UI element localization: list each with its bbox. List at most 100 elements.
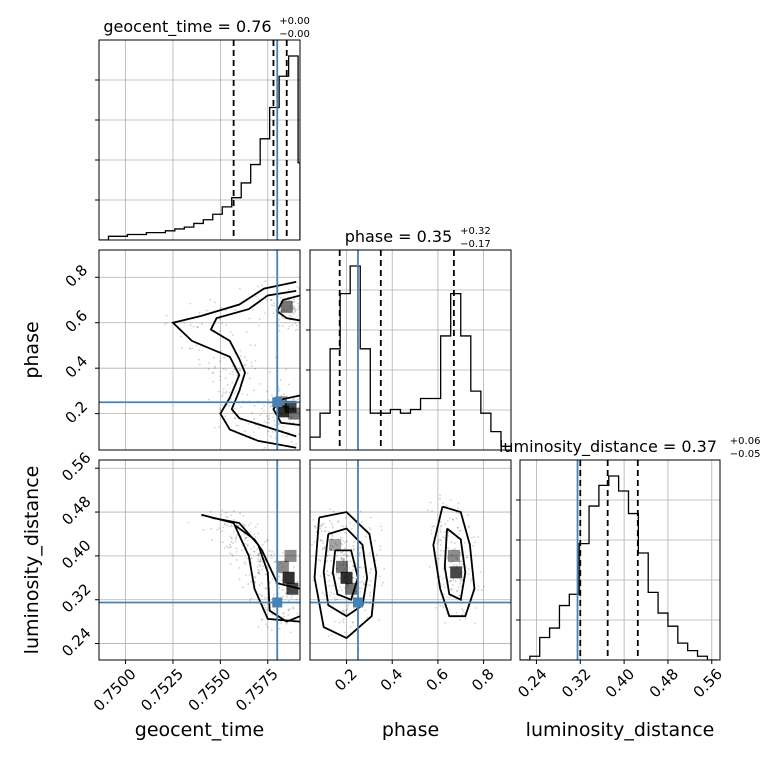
scatter-geocent-time-vs-phase-sample	[274, 437, 277, 440]
scatter-geocent-time-vs-phase-sample	[258, 318, 261, 321]
scatter-geocent-time-vs-phase-sample	[304, 409, 306, 411]
scatter-phase-vs-luminosity-distance-sample	[359, 510, 362, 513]
scatter-phase-vs-luminosity-distance-sample	[332, 535, 334, 538]
hist-phase-title-sub: −0.17	[460, 239, 491, 250]
scatter-geocent-time-vs-phase-sample	[270, 299, 273, 302]
scatter-geocent-time-vs-phase-sample	[282, 403, 284, 406]
scatter-geocent-time-vs-luminosity-distance-sample	[253, 550, 256, 553]
scatter-geocent-time-vs-phase-sample	[231, 370, 234, 373]
scatter-geocent-time-vs-phase-sample	[294, 307, 296, 310]
scatter-phase-vs-luminosity-distance-sample	[319, 559, 322, 562]
scatter-phase-vs-luminosity-distance-sample	[439, 528, 442, 531]
scatter-phase-vs-luminosity-distance-sample	[445, 565, 448, 568]
scatter-phase-vs-luminosity-distance-sample	[455, 557, 458, 559]
scatter-geocent-time-vs-luminosity-distance-sample	[245, 536, 248, 539]
scatter-phase-vs-luminosity-distance-sample	[378, 575, 381, 578]
scatter-phase-vs-luminosity-distance-sample	[339, 551, 342, 553]
scatter-phase-vs-luminosity-distance-sample	[439, 543, 442, 546]
scatter-phase-vs-luminosity-distance-sample	[340, 557, 343, 559]
scatter-phase-vs-luminosity-distance-sample	[343, 547, 346, 550]
scatter-geocent-time-vs-phase-sample	[301, 423, 303, 425]
scatter-geocent-time-vs-luminosity-distance-sample	[258, 584, 261, 586]
scatter-phase-vs-luminosity-distance-sample	[447, 534, 450, 537]
scatter-phase-vs-luminosity-distance-sample	[472, 544, 474, 547]
scatter-phase-vs-luminosity-distance-sample	[436, 543, 439, 545]
scatter-geocent-time-vs-luminosity-distance-sample	[257, 557, 260, 560]
scatter-phase-vs-luminosity-distance-sample	[361, 520, 364, 523]
scatter-geocent-time-vs-phase-sample	[304, 314, 306, 316]
scatter-phase-vs-luminosity-distance-sample	[344, 525, 347, 528]
scatter-phase-vs-luminosity-distance-sample	[340, 589, 343, 592]
scatter-geocent-time-vs-luminosity-distance-sample	[265, 573, 268, 576]
scatter-geocent-time-vs-luminosity-distance-sample	[257, 625, 260, 628]
ytick-label-luminosity-distance-2: 0.40	[58, 536, 94, 572]
scatter-phase-vs-luminosity-distance-sample	[342, 539, 345, 542]
xtick-label-phase-1: 0.4	[377, 665, 407, 695]
scatter-phase-vs-luminosity-distance-sample	[358, 552, 361, 555]
scatter-geocent-time-vs-phase-sample	[221, 404, 224, 407]
scatter-geocent-time-vs-luminosity-distance-sample	[261, 594, 263, 597]
scatter-phase-vs-luminosity-distance-sample	[342, 557, 345, 560]
scatter-geocent-time-vs-phase-sample	[260, 407, 263, 410]
scatter-geocent-time-vs-phase-sample	[220, 306, 223, 309]
scatter-phase-vs-luminosity-distance-sample	[378, 619, 380, 621]
scatter-geocent-time-vs-phase-sample	[244, 363, 247, 366]
scatter-phase-vs-luminosity-distance-sample	[327, 635, 330, 637]
scatter-geocent-time-vs-luminosity-distance-sample	[268, 582, 271, 585]
scatter-geocent-time-vs-luminosity-distance-sample	[238, 578, 241, 581]
scatter-geocent-time-vs-luminosity-distance-sample	[232, 518, 235, 521]
scatter-phase-vs-luminosity-distance-sample	[441, 577, 444, 580]
scatter-geocent-time-vs-phase-sample	[219, 318, 221, 321]
scatter-geocent-time-vs-phase-sample	[219, 375, 221, 378]
scatter-phase-vs-luminosity-distance-sample	[448, 566, 451, 569]
scatter-geocent-time-vs-phase-sample	[249, 435, 252, 437]
scatter-geocent-time-vs-phase-sample	[257, 285, 259, 288]
scatter-phase-vs-luminosity-distance-contour-4	[331, 549, 359, 601]
scatter-geocent-time-vs-phase-sample	[293, 300, 296, 303]
scatter-phase-vs-luminosity-distance-sample	[481, 589, 483, 592]
scatter-phase-vs-luminosity-distance-sample	[448, 596, 451, 599]
scatter-geocent-time-vs-phase-sample	[253, 404, 256, 407]
scatter-geocent-time-vs-phase-sample	[205, 309, 208, 312]
scatter-geocent-time-vs-luminosity-distance-sample	[284, 558, 287, 561]
scatter-phase-vs-luminosity-distance-sample	[324, 545, 326, 548]
scatter-geocent-time-vs-luminosity-distance-sample	[234, 538, 237, 540]
scatter-phase-vs-luminosity-distance-sample	[368, 552, 371, 555]
scatter-phase-vs-luminosity-distance-sample	[344, 631, 346, 634]
scatter-geocent-time-vs-phase-sample	[292, 398, 295, 400]
scatter-geocent-time-vs-luminosity-distance-sample	[280, 572, 283, 574]
scatter-geocent-time-vs-phase-sample	[219, 370, 222, 373]
scatter-geocent-time-vs-luminosity-distance-sample	[271, 577, 274, 580]
scatter-geocent-time-vs-luminosity-distance-sample	[264, 596, 266, 599]
scatter-geocent-time-vs-luminosity-distance-sample	[253, 575, 256, 578]
scatter-geocent-time-vs-phase-sample	[281, 325, 284, 327]
scatter-geocent-time-vs-luminosity-distance-sample	[290, 597, 292, 599]
scatter-phase-vs-luminosity-distance-sample	[462, 610, 465, 613]
ytick-label-luminosity-distance-3: 0.48	[58, 492, 94, 528]
scatter-phase-vs-luminosity-distance-sample	[459, 553, 462, 556]
scatter-geocent-time-vs-phase-sample	[296, 286, 299, 288]
scatter-phase-vs-luminosity-distance-sample	[471, 578, 473, 580]
scatter-phase-vs-luminosity-distance-sample	[329, 548, 332, 551]
scatter-phase-vs-luminosity-distance-sample	[456, 558, 459, 561]
scatter-geocent-time-vs-luminosity-distance-truth-point	[272, 597, 283, 608]
scatter-geocent-time-vs-phase-sample	[225, 309, 227, 312]
scatter-phase-vs-luminosity-distance-sample	[457, 526, 459, 529]
scatter-geocent-time-vs-luminosity-distance-sample	[266, 538, 269, 541]
scatter-geocent-time-vs-phase-sample	[219, 379, 222, 381]
scatter-geocent-time-vs-phase-sample	[243, 356, 246, 359]
scatter-geocent-time-vs-luminosity-distance-sample	[246, 543, 249, 546]
scatter-phase-vs-luminosity-distance-sample	[458, 618, 461, 621]
scatter-phase-vs-luminosity-distance-sample	[321, 539, 324, 542]
scatter-geocent-time-vs-phase-sample	[235, 390, 237, 392]
scatter-phase-vs-luminosity-distance-sample	[347, 555, 349, 558]
scatter-geocent-time-vs-luminosity-distance-sample	[209, 510, 212, 513]
scatter-geocent-time-vs-phase-sample	[274, 356, 277, 359]
scatter-geocent-time-vs-luminosity-distance-sample	[225, 545, 228, 548]
scatter-phase-vs-luminosity-distance-sample	[359, 591, 362, 593]
scatter-phase-vs-luminosity-distance-sample	[444, 531, 447, 534]
scatter-phase-vs-luminosity-distance-sample	[323, 522, 325, 525]
scatter-phase-vs-luminosity-distance-sample	[359, 566, 361, 568]
hist-phase-title: phase = 0.35	[345, 227, 452, 246]
